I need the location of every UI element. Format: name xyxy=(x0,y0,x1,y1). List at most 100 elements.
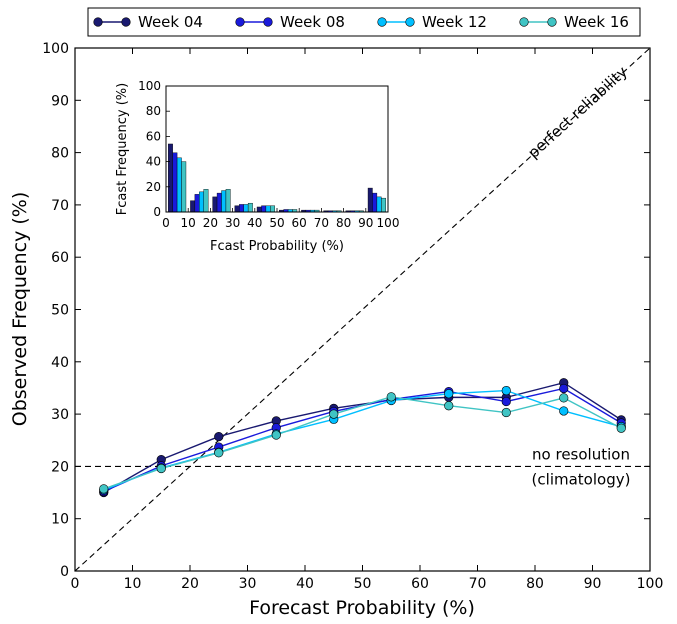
main-x-tick-label: 100 xyxy=(637,576,664,592)
inset-y-tick-label: 80 xyxy=(146,104,161,118)
main-y-tick-label: 70 xyxy=(51,198,69,214)
inset-bar-week-08 xyxy=(194,194,200,213)
inset-x-tick-label: 100 xyxy=(377,216,400,230)
data-point-week-16 xyxy=(214,448,224,458)
main-x-tick-label: 50 xyxy=(354,576,372,592)
inset-y-tick-label: 100 xyxy=(138,79,161,93)
inset-bar-week-16 xyxy=(181,161,187,213)
inset-bar-week-12 xyxy=(199,191,204,213)
inset-bar-week-12 xyxy=(243,204,249,213)
main-y-tick-label: 10 xyxy=(51,512,69,528)
main-y-tick-label: 40 xyxy=(51,355,69,371)
legend-label: Week 12 xyxy=(422,13,487,31)
legend-marker xyxy=(377,17,387,27)
inset-bar-week-04 xyxy=(256,206,262,213)
perfect-reliability-label: perfect reliability xyxy=(524,63,631,162)
inset-bar-week-12 xyxy=(265,205,271,213)
legend-marker xyxy=(547,17,557,27)
inset-bar-week-08 xyxy=(172,152,178,213)
inset-x-tick-label: 40 xyxy=(247,216,262,230)
inset-x-tick-label: 10 xyxy=(181,216,196,230)
legend-marker xyxy=(405,17,415,27)
main-x-tick-label: 60 xyxy=(411,576,429,592)
inset-bar-week-16 xyxy=(381,197,386,213)
main-y-tick-label: 20 xyxy=(51,459,69,475)
main-y-tick-label: 30 xyxy=(51,407,69,423)
inset-bar-week-08 xyxy=(372,192,378,213)
data-point-week-16 xyxy=(99,484,109,494)
inset-bar-week-04 xyxy=(190,200,196,213)
data-point-week-16 xyxy=(156,463,166,474)
main-series-group xyxy=(99,378,626,498)
inset-x-tick-label: 50 xyxy=(269,216,284,230)
legend-marker xyxy=(235,17,245,27)
main-y-tick-label: 50 xyxy=(51,303,69,319)
legend-box xyxy=(87,7,641,37)
main-x-tick-label: 40 xyxy=(296,576,314,592)
main-x-tick-label: 0 xyxy=(71,576,80,592)
legend-marker xyxy=(519,17,529,27)
main-x-tick-label: 70 xyxy=(469,576,487,592)
series-line-week-04 xyxy=(103,381,622,494)
inset-bar-week-16 xyxy=(225,189,231,213)
legend-label: Week 16 xyxy=(564,13,629,31)
inset-bar-week-16 xyxy=(247,202,253,213)
inset-bar-week-04 xyxy=(168,143,173,213)
inset-x-axis-label: Fcast Probability (%) xyxy=(210,239,344,254)
main-y-tick-label: 80 xyxy=(51,146,69,162)
data-point-week-16 xyxy=(444,401,454,411)
inset-x-tick-label: 60 xyxy=(292,216,307,230)
data-point-week-12 xyxy=(501,385,511,396)
data-point-week-08 xyxy=(559,383,569,394)
inset-x-tick-label: 30 xyxy=(225,216,240,230)
inset-x-tick-label: 80 xyxy=(336,216,351,230)
inset-bar-week-12 xyxy=(221,190,227,213)
inset-bar-week-04 xyxy=(212,196,218,213)
inset-x-tick-label: 20 xyxy=(203,216,218,230)
main-y-tick-label: 0 xyxy=(60,564,69,580)
legend-label: Week 04 xyxy=(138,13,203,31)
main-y-tick-label: 90 xyxy=(51,93,69,109)
inset-bar-week-12 xyxy=(176,157,182,213)
legend-marker xyxy=(263,17,273,27)
data-point-week-16 xyxy=(329,409,339,419)
inset-bar-week-08 xyxy=(239,204,244,213)
main-y-tick-label: 60 xyxy=(51,250,69,266)
main-x-tick-label: 90 xyxy=(584,576,602,592)
main-x-tick-label: 20 xyxy=(181,576,199,592)
main-x-axis-label: Forecast Probability (%) xyxy=(249,597,475,619)
data-point-week-12 xyxy=(559,406,569,416)
data-point-week-16 xyxy=(501,407,511,418)
data-point-week-16 xyxy=(559,393,569,403)
legend-label: Week 08 xyxy=(280,13,345,31)
data-point-week-16 xyxy=(386,392,396,402)
legend-marker xyxy=(93,17,103,27)
main-x-tick-label: 10 xyxy=(124,576,142,592)
main-x-tick-label: 80 xyxy=(526,576,544,592)
climatology-label: (climatology) xyxy=(532,470,631,488)
main-y-tick-label: 100 xyxy=(42,41,69,57)
inset-y-ticks: 0 20 40 60 80 100 xyxy=(138,79,170,219)
inset-x-tick-label: 0 xyxy=(162,216,170,230)
inset-bar-week-08 xyxy=(261,205,267,213)
data-point-week-08 xyxy=(501,396,511,407)
inset-bar-week-12 xyxy=(376,196,382,213)
inset-bar-week-04 xyxy=(234,205,240,213)
data-point-week-16 xyxy=(271,430,281,440)
inset-y-tick-label: 20 xyxy=(146,180,161,194)
inset-bar-week-04 xyxy=(367,187,373,213)
inset-y-tick-label: 60 xyxy=(146,129,161,143)
series-line-week-16 xyxy=(103,396,622,490)
main-x-tick-label: 30 xyxy=(239,576,257,592)
main-x-ticks: 0 10 20 30 40 50 60 70 80 90 100 xyxy=(71,48,664,592)
inset-bar-week-16 xyxy=(203,189,209,213)
inset-bar-week-08 xyxy=(216,192,222,213)
inset-x-ticks: 0 10 20 30 40 50 60 70 80 90 100 xyxy=(162,208,399,230)
inset-y-tick-label: 40 xyxy=(146,155,161,169)
inset-y-tick-label: 0 xyxy=(153,205,161,219)
no-resolution-label: no resolution xyxy=(532,445,630,463)
data-point-week-04 xyxy=(214,431,224,442)
data-point-week-12 xyxy=(444,389,454,399)
